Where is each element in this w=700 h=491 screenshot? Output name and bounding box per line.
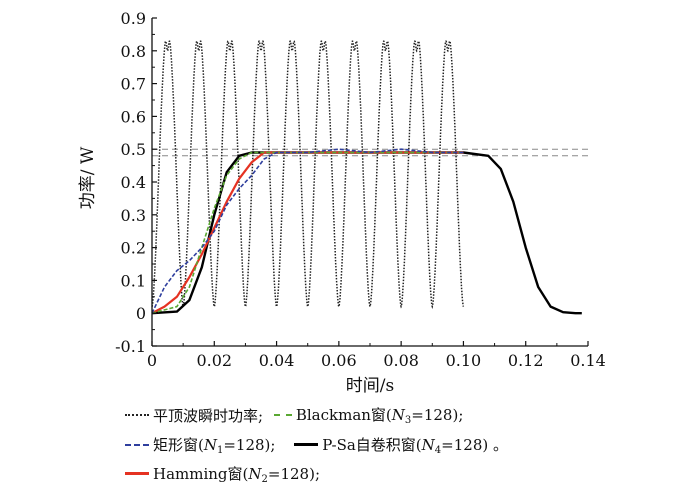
y-tick-label-1: 0 [136,304,146,323]
legend-swatch-hamming [125,472,149,475]
series-hamming-window [151,151,464,315]
y-tick-label-4: 0.3 [121,206,146,225]
legend-label-rect: 矩形窗(N1=128); [153,436,276,456]
x-axis-label: 时间/s [346,376,394,396]
y-tick-label-0: -0.1 [115,337,146,356]
legend-row-1: 平顶波瞬时功率; Blackman窗(N3=128); [125,402,469,426]
series-rect-window [151,148,464,314]
x-tick-label-1: 0.02 [196,351,232,370]
x-tick-label-6: 0.12 [508,351,544,370]
legend-swatch-flat-top [125,414,149,416]
y-tick-label-8: 0.7 [121,75,146,94]
y-tick-label-3: 0.2 [121,239,146,258]
legend-label-hamming: Hamming窗(N2=128); [153,464,320,485]
legend-item-blackman: Blackman窗(N3=128); [273,404,464,426]
series-psa-window [151,151,582,315]
y-tick-label-7: 0.6 [121,107,146,126]
x-tick-label-3: 0.06 [321,351,357,370]
legend-swatch-blackman [273,414,292,416]
y-tick-label-10: 0.9 [121,9,146,28]
legend-item-hamming: Hamming窗(N2=128); [125,463,320,485]
axes-layer: -0.100.10.20.30.40.50.60.70.80.90 0.02 0.0… [115,9,606,370]
legend-row-2: 矩形窗(N1=128); P-Sa自卷积窗(N4=128) 。 [125,432,514,456]
x-tick-label-2: 0.04 [259,351,295,370]
legend-item-rect: 矩形窗(N1=128); [125,434,275,456]
legend-label-flat-top: 平顶波瞬时功率; [153,406,264,425]
legend-row-3: Hamming窗(N2=128); [125,461,326,485]
legend-label-blackman: Blackman窗(N3=128); [295,406,464,426]
x-tick-label-7: 0.14 [570,351,606,370]
series-blackman-window [151,151,464,314]
legend-item-psa: P-Sa自卷积窗(N4=128) 。 [294,434,508,456]
legend-swatch-psa [294,443,319,446]
y-axis-label: 功率/ W [78,146,98,209]
series-layer [151,40,582,315]
x-tick-label-5: 0.10 [446,351,482,370]
y-tick-label-5: 0.4 [121,173,146,192]
grid-layer [152,148,588,157]
y-tick-label-9: 0.8 [121,42,146,61]
x-tick-label-4: 0.08 [383,351,419,370]
series-flat-top-power [151,40,465,309]
y-tick-label-2: 0.1 [121,271,146,290]
legend-swatch-rect [125,444,149,446]
y-tick-label-6: 0.5 [121,140,146,159]
legend-item-flat-top: 平顶波瞬时功率; [125,405,263,426]
x-tick-label-0: 0 [147,351,157,370]
legend-label-psa: P-Sa自卷积窗(N4=128) 。 [322,435,508,456]
